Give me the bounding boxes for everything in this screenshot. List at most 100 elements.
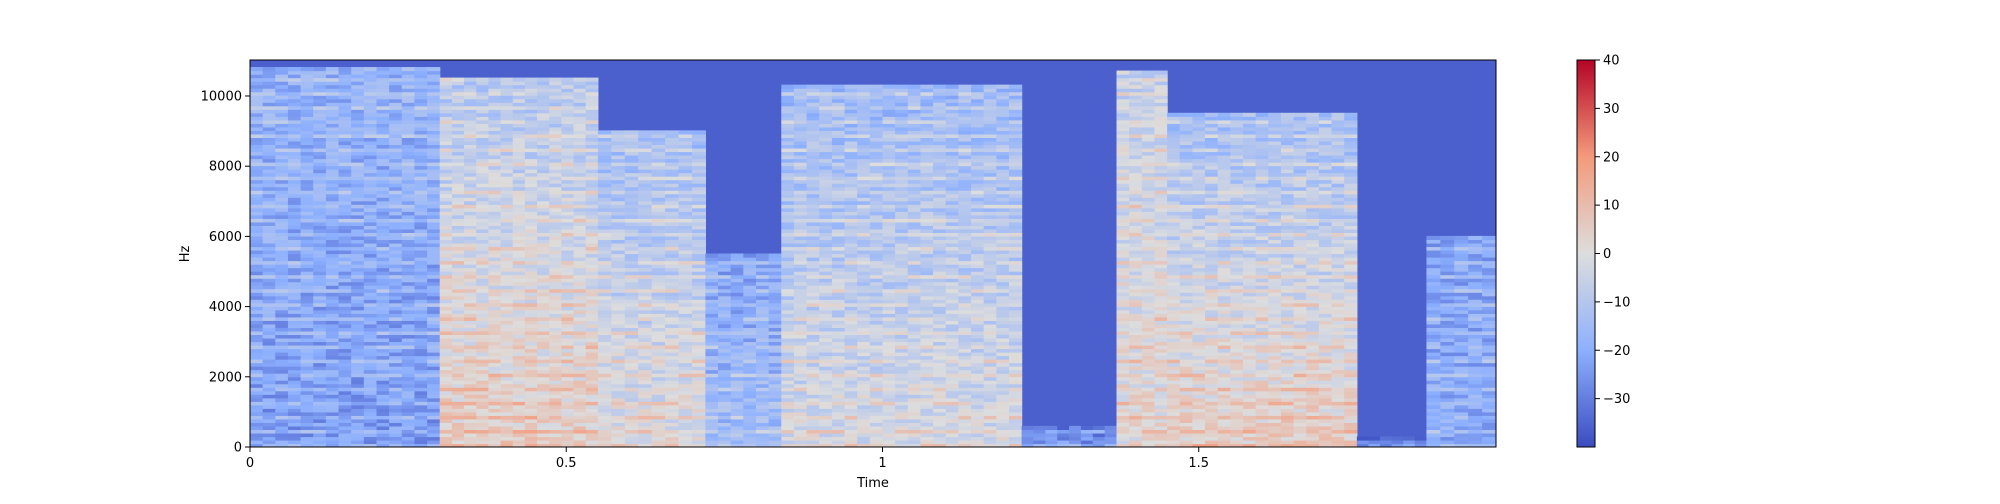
heatmap-cell [678,330,693,336]
heatmap-cell [300,302,314,307]
heatmap-cell [857,144,871,149]
heatmap-cell [819,197,833,202]
heatmap-cell [624,179,639,184]
heatmap-cell [250,320,264,325]
heatmap-cell [300,70,314,75]
heatmap-cell [275,77,289,82]
heatmap-cell [476,316,489,321]
heatmap-cell [363,348,378,353]
heatmap-cell [730,292,744,297]
heatmap-cell [624,327,639,332]
heatmap-cell [262,292,276,297]
heatmap-cell [451,299,465,304]
heatmap-cell [363,366,378,371]
heatmap-cell [537,88,550,93]
heatmap-cell [793,207,808,212]
heatmap-cell [691,267,706,272]
heatmap-cell [401,292,416,297]
heatmap-cell [755,299,770,304]
heatmap-cell [262,98,276,103]
heatmap-cell [597,359,612,364]
heatmap-cell [427,67,441,72]
heatmap-cell [464,309,477,314]
heatmap-cell [451,429,465,434]
heatmap-cell [793,95,808,100]
heatmap-cell [831,309,846,314]
heatmap-cell [691,415,706,420]
heatmap-cell [325,348,340,353]
heatmap-cell [678,242,693,248]
heatmap-cell [414,274,428,279]
heatmap-cell [488,295,502,300]
heatmap-cell [287,432,302,438]
heatmap-cell [869,295,884,300]
heatmap-cell [488,144,502,149]
heatmap-cell [351,341,365,346]
heatmap-cell [561,320,575,325]
heatmap-cell [476,126,489,131]
heatmap-cell [611,211,626,216]
heatmap-cell [427,200,441,205]
heatmap-cell [313,341,327,346]
heatmap-cell [895,422,909,427]
heatmap-cell [730,316,744,321]
heatmap-cell [882,341,896,346]
heatmap-cell [351,126,365,131]
heatmap-cell [250,387,264,392]
heatmap-cell [250,362,264,367]
heatmap-cell [351,334,365,339]
heatmap-cell [476,422,489,427]
heatmap-cell [488,352,502,357]
heatmap-cell [300,207,314,212]
heatmap-cell [389,140,403,146]
heatmap-cell [488,302,502,307]
heatmap-cell [512,327,526,332]
heatmap-cell [338,130,352,135]
heatmap-cell [275,267,289,272]
heatmap-cell [691,355,706,360]
heatmap-cell [376,369,390,374]
heatmap-cell [537,271,550,276]
heatmap-cell [781,418,795,423]
heatmap-cell [376,344,390,350]
heatmap-cell [464,380,477,385]
heatmap-cell [585,102,599,107]
heatmap-cell [768,425,782,431]
heatmap-cell [414,158,428,163]
heatmap-cell [678,387,693,392]
heatmap-cell [500,207,514,212]
heatmap-cell [464,84,477,89]
heatmap-cell [325,323,340,328]
heatmap-cell [743,313,757,318]
heatmap-cell [262,439,276,445]
heatmap-cell [585,158,599,163]
heatmap-cell [427,119,441,124]
heatmap-cell [831,179,846,184]
heatmap-cell [730,288,744,293]
heatmap-cell [882,418,896,423]
heatmap-cell [882,443,896,447]
heatmap-cell [844,387,858,392]
heatmap-cell [250,257,264,262]
heatmap-cell [597,344,612,350]
heatmap-cell [665,253,680,258]
heatmap-cell [488,214,502,219]
heatmap-cell [476,306,489,311]
heatmap-cell [401,334,416,339]
heatmap-cell [414,81,428,86]
heatmap-cell [464,422,477,427]
heatmap-cell [512,137,526,142]
heatmap-cell [597,197,612,202]
heatmap-cell [597,154,612,160]
heatmap-cell [363,369,378,374]
heatmap-cell [537,355,550,360]
heatmap-cell [414,197,428,202]
heatmap-cell [414,257,428,262]
heatmap-cell [512,334,526,339]
heatmap-cell [585,306,599,311]
heatmap-cell [793,218,808,223]
heatmap-cell [427,355,441,360]
heatmap-cell [705,334,719,339]
heatmap-cell [585,390,599,395]
heatmap-cell [768,292,782,297]
